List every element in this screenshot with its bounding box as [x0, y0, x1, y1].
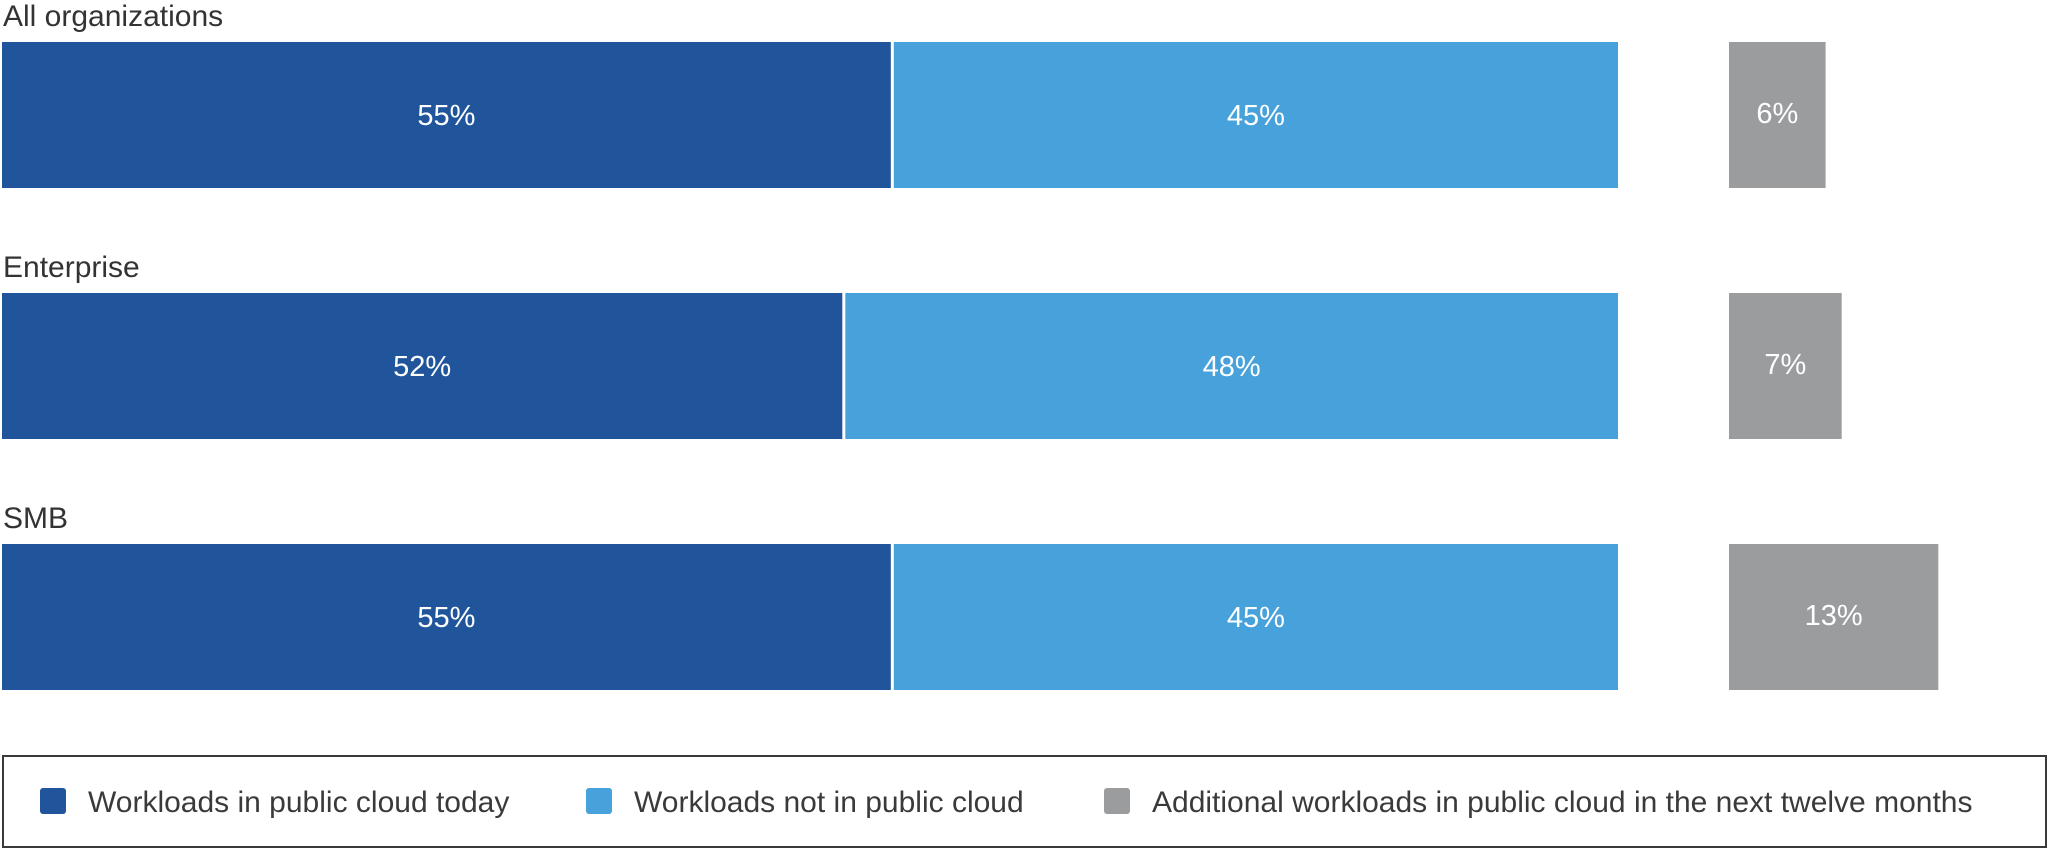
- legend-label: Workloads in public cloud today: [88, 786, 509, 819]
- bar-not-in-public-cloud: [845, 293, 1618, 439]
- category-label: All organizations: [3, 0, 223, 33]
- bar-group: Enterprise 52% 48% 7%: [2, 251, 1842, 439]
- data-label: 13%: [1805, 600, 1863, 632]
- legend-swatch: [40, 788, 66, 814]
- data-label: 45%: [1227, 100, 1285, 132]
- legend-label: Additional workloads in public cloud in …: [1152, 786, 1972, 819]
- legend-swatch: [1104, 788, 1130, 814]
- legend: Workloads in public cloud today Workloads…: [2, 755, 2047, 848]
- data-label: 52%: [393, 351, 451, 383]
- data-label: 6%: [1756, 98, 1798, 130]
- category-label: Enterprise: [3, 251, 140, 284]
- data-label: 48%: [1203, 351, 1261, 383]
- bar-group: SMB 55% 45% 13%: [2, 502, 1939, 690]
- legend-item: Additional workloads in public cloud in …: [1104, 786, 1972, 819]
- data-label: 45%: [1227, 602, 1285, 634]
- category-label: SMB: [3, 502, 68, 535]
- bar-additional-workloads: [1729, 42, 1826, 188]
- legend-box: [2, 755, 2047, 848]
- legend-label: Workloads not in public cloud: [634, 786, 1024, 819]
- legend-item: Workloads not in public cloud: [586, 786, 1024, 819]
- bar-additional-workloads: [1729, 293, 1842, 439]
- bar-not-in-public-cloud: [893, 42, 1618, 188]
- bar-in-public-cloud: [2, 42, 891, 188]
- bar-group: All organizations 55% 45% 6%: [2, 0, 1826, 188]
- data-label: 55%: [417, 100, 475, 132]
- data-label: 7%: [1764, 349, 1806, 381]
- bar-in-public-cloud: [2, 544, 891, 690]
- data-label: 55%: [417, 602, 475, 634]
- legend-item: Workloads in public cloud today: [40, 786, 509, 819]
- bar-additional-workloads: [1729, 544, 1939, 690]
- bar-in-public-cloud: [2, 293, 843, 439]
- legend-swatch: [586, 788, 612, 814]
- bar-not-in-public-cloud: [893, 544, 1618, 690]
